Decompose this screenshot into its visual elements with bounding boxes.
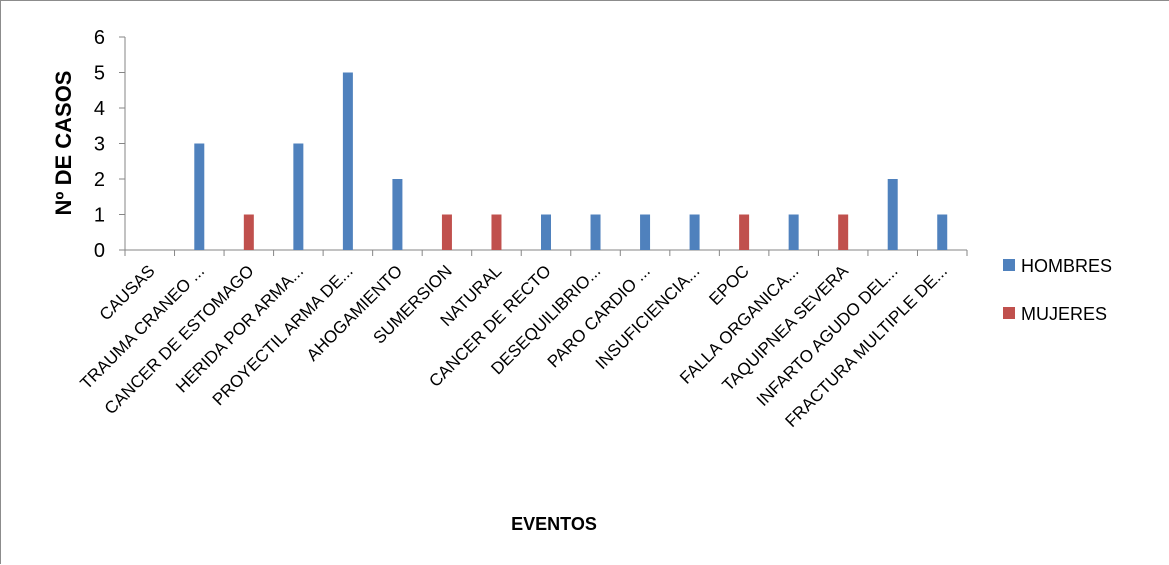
legend: HOMBRES MUJERES (1003, 256, 1112, 324)
bar-hombres (590, 214, 601, 250)
bar-hombres (689, 214, 700, 250)
x-axis-title: EVENTOS (511, 514, 597, 534)
bar-hombres (640, 214, 651, 250)
x-category-label: EPOC (705, 261, 753, 309)
y-tick-label: 4 (94, 98, 105, 120)
bar-hombres (342, 72, 353, 250)
y-tick-label: 6 (94, 27, 105, 49)
bar-hombres (541, 214, 551, 250)
y-tick-label: 3 (94, 134, 105, 156)
bar-hombres (293, 143, 304, 250)
legend-swatch (1003, 307, 1015, 319)
y-tick-label: 2 (94, 169, 105, 191)
y-tick-label: 1 (94, 205, 105, 227)
bar-hombres (194, 143, 205, 250)
bar-mujeres (491, 214, 502, 250)
bar-hombres (937, 214, 948, 250)
legend-label: HOMBRES (1021, 256, 1112, 276)
bar-hombres (887, 179, 898, 250)
bar-hombres (392, 179, 403, 250)
bar-mujeres (739, 214, 750, 250)
bar-hombres (788, 214, 799, 250)
bar-mujeres (441, 214, 452, 250)
bars-group (194, 72, 948, 250)
bar-mujeres (243, 214, 254, 250)
legend-swatch (1003, 259, 1015, 271)
legend-label: MUJERES (1021, 304, 1107, 324)
y-axis-title: Nº DE CASOS (51, 71, 76, 216)
y-ticks-group: 0 1 2 3 4 5 6 (94, 27, 968, 262)
bar-mujeres (838, 214, 849, 250)
y-tick-label: 0 (94, 240, 105, 262)
y-tick-label: 5 (94, 63, 105, 85)
